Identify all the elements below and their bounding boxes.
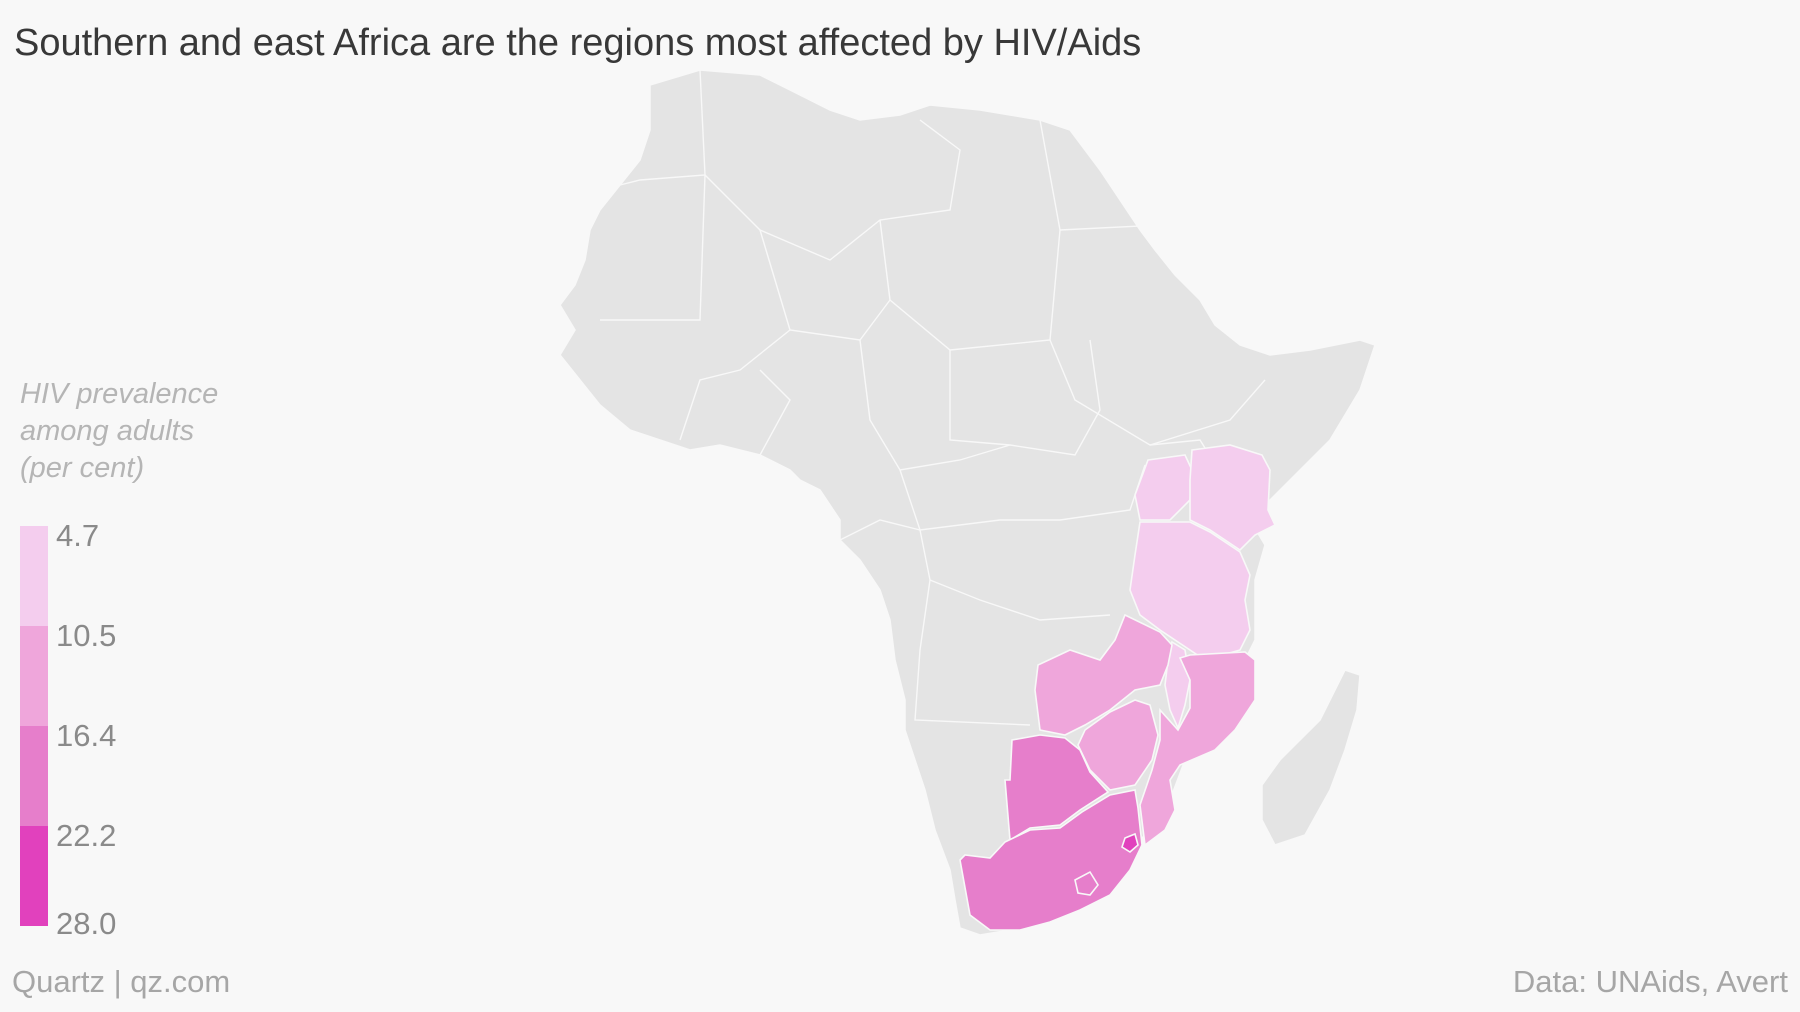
footer-credit: Quartz | qz.com bbox=[12, 964, 231, 999]
legend-title-line-1: HIV prevalence bbox=[20, 378, 219, 410]
country-borders bbox=[600, 69, 1266, 726]
legend-break-3: 16.4 bbox=[56, 718, 117, 753]
color-legend: 4.7 10.5 16.4 22.2 28.0 bbox=[20, 518, 116, 941]
legend-break-5: 28.0 bbox=[56, 906, 117, 941]
region-zambia bbox=[1034, 613, 1173, 736]
region-mozambique bbox=[1139, 651, 1256, 847]
legend-swatch-3 bbox=[20, 726, 48, 826]
region-south-africa bbox=[959, 789, 1143, 931]
legend-title-line-3: (per cent) bbox=[20, 452, 145, 484]
footer-source: Data: UNAids, Avert bbox=[1512, 964, 1788, 999]
legend-break-2: 10.5 bbox=[56, 618, 117, 653]
madagascar bbox=[1261, 669, 1361, 846]
region-lesotho bbox=[1074, 870, 1099, 896]
legend-swatch-2 bbox=[20, 626, 48, 726]
legend-swatch-4 bbox=[20, 826, 48, 926]
region-uganda bbox=[1134, 454, 1193, 521]
legend-title: HIV prevalence among adults (per cent) bbox=[20, 376, 218, 487]
legend-title-line-2: among adults bbox=[20, 415, 195, 447]
region-swaziland bbox=[1121, 832, 1139, 853]
region-kenya bbox=[1189, 444, 1277, 552]
legend-break-1: 4.7 bbox=[56, 518, 100, 553]
chart-title: Southern and east Africa are the regions… bbox=[14, 22, 1142, 64]
legend-swatch-1 bbox=[20, 526, 48, 626]
region-tanzania bbox=[1129, 521, 1251, 661]
legend-break-4: 22.2 bbox=[56, 818, 117, 853]
hiv-regions bbox=[959, 444, 1277, 931]
region-botswana bbox=[1004, 734, 1110, 842]
